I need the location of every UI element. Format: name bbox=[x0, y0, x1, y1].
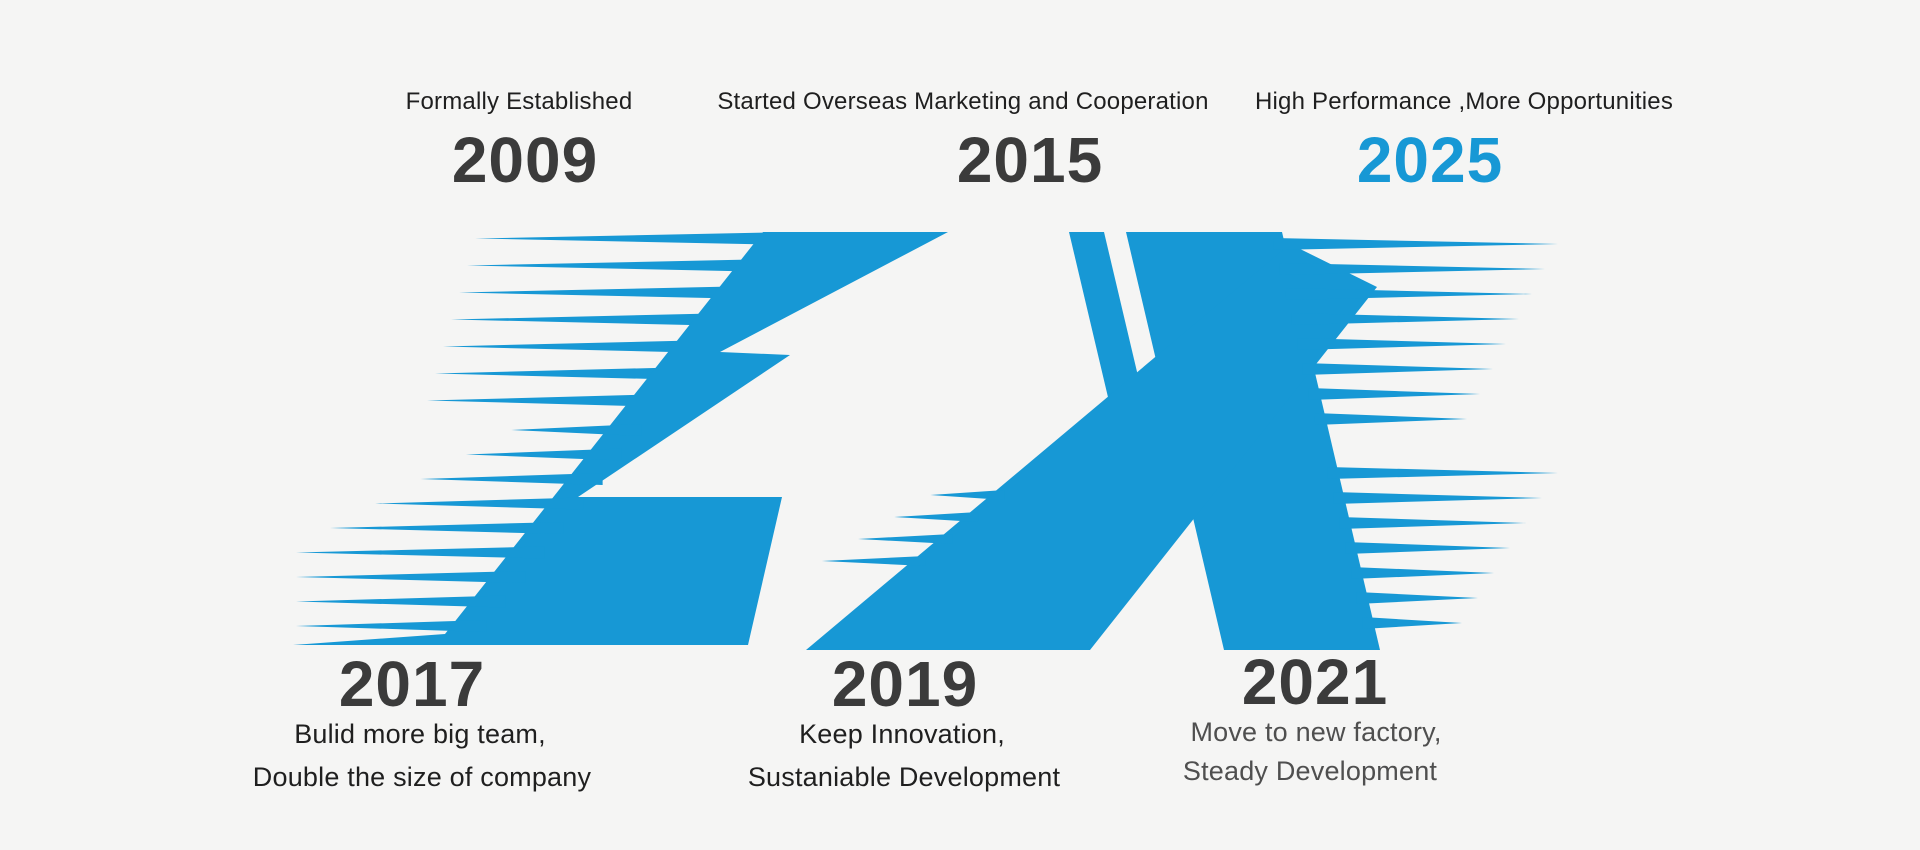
milestone-year-2015: 2015 bbox=[957, 128, 1103, 192]
milestone-year: 2021 bbox=[1241, 646, 1389, 718]
milestone-2017-line1: Bulid more big team, bbox=[294, 719, 546, 750]
milestone-line: Keep Innovation, bbox=[799, 719, 1005, 749]
milestone-year: 2015 bbox=[956, 124, 1104, 196]
milestone-2021-line1: Move to new factory, bbox=[1190, 717, 1441, 748]
milestone-line: Bulid more big team, bbox=[294, 719, 546, 749]
milestone-label: Started Overseas Marketing and Cooperati… bbox=[717, 88, 1209, 115]
milestone-top-2025: High Performance ,More Opportunities bbox=[1255, 88, 1673, 116]
milestone-year-2021: 2021 bbox=[1242, 650, 1388, 714]
milestone-year-2017: 2017 bbox=[339, 652, 485, 716]
milestone-2021-line2: Steady Development bbox=[1183, 756, 1437, 787]
milestone-year-2025: 2025 bbox=[1357, 128, 1503, 192]
milestone-year-2009: 2009 bbox=[452, 128, 598, 192]
milestone-line: Steady Development bbox=[1182, 756, 1438, 786]
milestone-2019-line1: Keep Innovation, bbox=[799, 719, 1005, 750]
milestone-year-accent: 2025 bbox=[1356, 124, 1504, 196]
milestone-top-2009: Formally Established bbox=[406, 88, 633, 116]
milestone-line: Sustaniable Development bbox=[747, 762, 1061, 792]
zx-logo bbox=[293, 232, 1558, 650]
milestone-year: 2017 bbox=[338, 648, 486, 720]
milestone-2019-line2: Sustaniable Development bbox=[748, 762, 1060, 793]
milestone-year-2019: 2019 bbox=[832, 652, 978, 716]
milestone-line: Move to new factory, bbox=[1190, 717, 1442, 747]
milestone-label: Formally Established bbox=[405, 88, 633, 115]
milestone-label: High Performance ,More Opportunities bbox=[1254, 88, 1674, 115]
milestone-line: Double the size of company bbox=[252, 762, 592, 792]
milestone-2017-line2: Double the size of company bbox=[253, 762, 591, 793]
milestone-year: 2009 bbox=[451, 124, 599, 196]
milestone-year: 2019 bbox=[831, 648, 979, 720]
milestone-top-2015: Started Overseas Marketing and Cooperati… bbox=[717, 88, 1208, 116]
